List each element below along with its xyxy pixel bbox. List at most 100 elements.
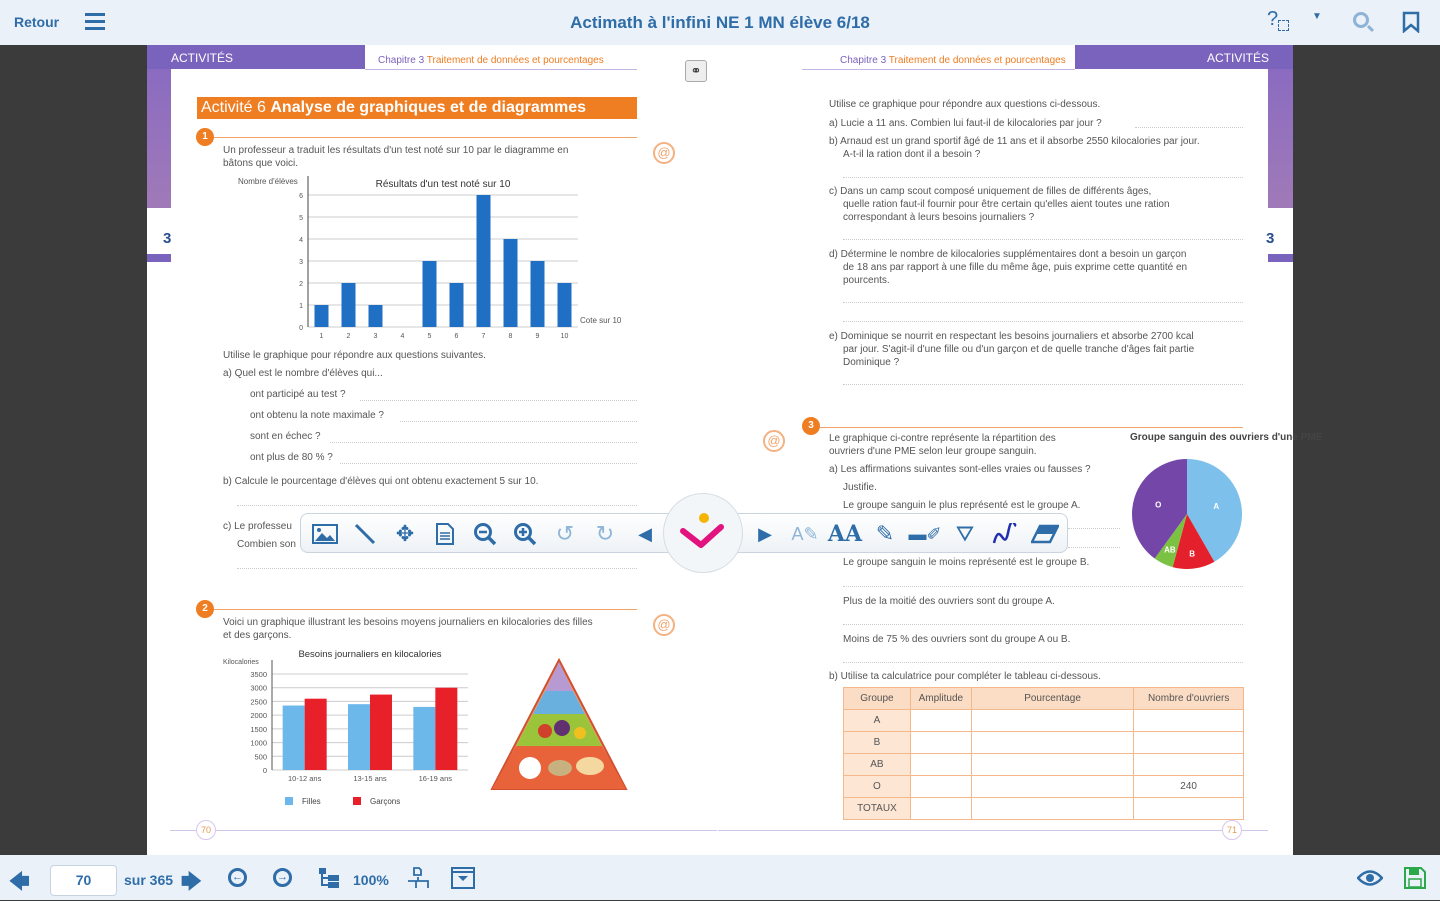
question-item: ont participé au test ? (250, 389, 346, 400)
validate-icon (680, 513, 724, 548)
question-text: quelle ration faut-il fournir pour être … (843, 199, 1170, 210)
x-tick-label: 10 (561, 333, 569, 340)
x-tick-label: 2 (347, 333, 351, 340)
web-link-icon[interactable]: @ (653, 614, 675, 636)
eraser-icon[interactable] (1025, 514, 1065, 554)
menu-icon[interactable] (85, 13, 105, 30)
legend-label: Filles (302, 797, 321, 806)
table-cell[interactable]: 240 (1133, 775, 1244, 798)
exercise-number: 3 (802, 417, 820, 435)
dropdown-caret-icon[interactable]: ▼ (1312, 11, 1322, 22)
next-icon[interactable]: ▶ (758, 523, 772, 544)
zoom-out-icon[interactable] (465, 514, 505, 554)
image-icon[interactable] (305, 514, 345, 554)
web-link-icon[interactable]: @ (763, 430, 785, 452)
pie-slice-b (1172, 514, 1215, 569)
y-tick-label: 0 (299, 325, 303, 332)
bar-garçons (304, 698, 327, 770)
table-cell[interactable] (909, 709, 972, 732)
freehand-icon[interactable] (985, 514, 1025, 554)
back-button[interactable]: Retour (14, 14, 60, 30)
y-tick-label: 1000 (250, 739, 267, 748)
bookmark-icon[interactable] (1402, 11, 1420, 33)
table-cell: B (843, 731, 911, 754)
table-cell[interactable] (909, 797, 972, 820)
bar-garçons (435, 687, 458, 770)
section-label: ACTIVITÉS (171, 51, 234, 65)
chapter-marker (1268, 254, 1293, 262)
web-link-icon[interactable]: @ (653, 142, 675, 164)
zoom-in-icon[interactable] (505, 514, 545, 554)
table-of-contents-icon[interactable] (318, 867, 340, 889)
page-number-input[interactable]: 70 (50, 865, 117, 896)
statement: Le groupe sanguin le moins représenté es… (843, 557, 1090, 568)
chart-title: Résultats d'un test noté sur 10 (376, 179, 511, 190)
text-style-icon[interactable]: A✎ (791, 523, 819, 544)
bar-filles (282, 705, 305, 770)
bar (503, 239, 518, 327)
table-cell[interactable] (970, 775, 1135, 798)
pie-slice-ab (1154, 514, 1187, 568)
bar-filles (413, 706, 436, 770)
table-cell[interactable] (909, 753, 972, 776)
table-cell[interactable] (1133, 731, 1244, 754)
undo-icon[interactable]: ↺ (555, 521, 575, 546)
prev-icon[interactable]: ◀ (638, 523, 652, 544)
pencil-icon[interactable]: ✎ (875, 521, 895, 546)
y-tick-label: 5 (299, 215, 303, 222)
question-text: Utilise le graphique pour répondre aux q… (223, 350, 486, 361)
table-cell[interactable] (970, 731, 1135, 754)
bar (530, 261, 545, 327)
chapter-marker (147, 254, 171, 262)
pie-slice-a (1187, 459, 1242, 562)
page-layout-icon[interactable] (406, 867, 430, 889)
exercise-text: Le graphique ci-contre représente la rép… (829, 433, 1056, 444)
statement: Plus de la moitié des ouvriers sont du g… (843, 596, 1055, 607)
question-text: Combien son (237, 539, 296, 550)
right-header-band: ACTIVITÉS (1075, 45, 1293, 69)
help-select-icon[interactable]: ? (1267, 8, 1290, 31)
table-cell[interactable] (909, 775, 972, 798)
y-tick-label: 3 (299, 259, 303, 266)
highlighter-icon[interactable]: ▬✐ (908, 523, 942, 544)
eye-icon[interactable] (1357, 869, 1383, 887)
y-tick-label: 0 (263, 766, 267, 775)
pie-label: AB (1164, 546, 1176, 555)
table-cell[interactable] (1133, 797, 1244, 820)
save-icon[interactable] (1404, 867, 1426, 889)
next-circle-icon[interactable]: → (273, 868, 292, 887)
column-header: Groupe (843, 687, 911, 710)
x-tick-label: 1 (320, 333, 324, 340)
bar (314, 305, 329, 327)
table-cell[interactable] (1133, 753, 1244, 776)
link-icon[interactable]: ⚭ (685, 60, 707, 82)
prev-page-arrow-icon[interactable]: 🡄 (9, 871, 30, 893)
question-text: de 18 ans par rapport à une fille du mêm… (843, 262, 1188, 273)
compass-icon[interactable]: ⛛ (955, 521, 975, 546)
y-tick-label: 1 (299, 303, 303, 310)
font-icon[interactable]: AA (827, 521, 863, 547)
document-icon[interactable] (425, 514, 465, 554)
question-text: A-t-il la ration dont il a besoin ? (843, 149, 981, 160)
table-cell[interactable] (909, 731, 972, 754)
document-title: Actimath à l'infini NE 1 MN élève 6/18 (570, 13, 870, 32)
table-cell[interactable] (970, 709, 1135, 732)
table-cell[interactable] (970, 753, 1135, 776)
pie-label: A (1213, 502, 1219, 511)
question-item: ont obtenu la note maximale ? (250, 410, 384, 421)
fullscreen-icon[interactable] (451, 867, 475, 889)
redo-icon[interactable]: ↻ (595, 521, 615, 546)
y-tick-label: 3000 (250, 684, 267, 693)
validate-button[interactable] (663, 493, 743, 573)
previous-circle-icon[interactable]: ← (228, 868, 247, 887)
statement: Le groupe sanguin le plus représenté est… (843, 500, 1081, 511)
table-cell[interactable] (1133, 709, 1244, 732)
zoom-level[interactable]: 100% (353, 872, 389, 888)
next-page-arrow-icon[interactable]: 🡆 (181, 871, 202, 893)
table-cell[interactable] (970, 797, 1135, 820)
x-tick-label: 3 (374, 333, 378, 340)
search-icon[interactable] (1353, 12, 1375, 33)
move-icon[interactable]: ✥ (395, 521, 415, 546)
table-row: B (843, 731, 1244, 754)
line-icon[interactable] (345, 514, 385, 554)
